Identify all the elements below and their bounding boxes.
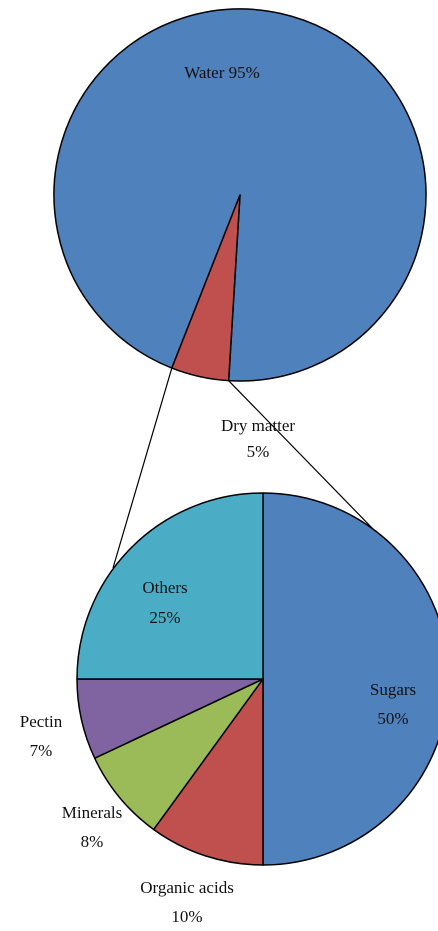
data-label-water: Water 95% — [184, 63, 260, 82]
dry-matter-breakdown-pie — [76, 492, 438, 866]
label-value-sugars: 50% — [377, 709, 408, 728]
label-name-others: Others — [142, 578, 187, 597]
water-dry-matter-pie — [53, 8, 427, 382]
slice-sugars — [262, 492, 438, 866]
label-value-others: 25% — [149, 608, 180, 627]
label-name-sugars: Sugars — [370, 680, 416, 699]
label-name-organic-acids: Organic acids — [140, 878, 234, 897]
label-name-pectin: Pectin — [20, 712, 63, 731]
label-value-minerals: 8% — [81, 832, 104, 851]
label-name-dry-matter: Dry matter — [221, 416, 295, 435]
label-name-water: Water — [184, 63, 224, 82]
label-value-dry-matter: 5% — [247, 442, 270, 461]
connector-line-left — [112, 367, 173, 569]
label-value-organic-acids: 10% — [171, 907, 202, 926]
label-value-water: 95% — [229, 63, 260, 82]
label-name-minerals: Minerals — [62, 803, 122, 822]
label-value-pectin: 7% — [30, 741, 53, 760]
slice-organic-acids — [152, 678, 264, 866]
slice-minerals — [93, 678, 264, 831]
slice-others — [76, 492, 264, 680]
